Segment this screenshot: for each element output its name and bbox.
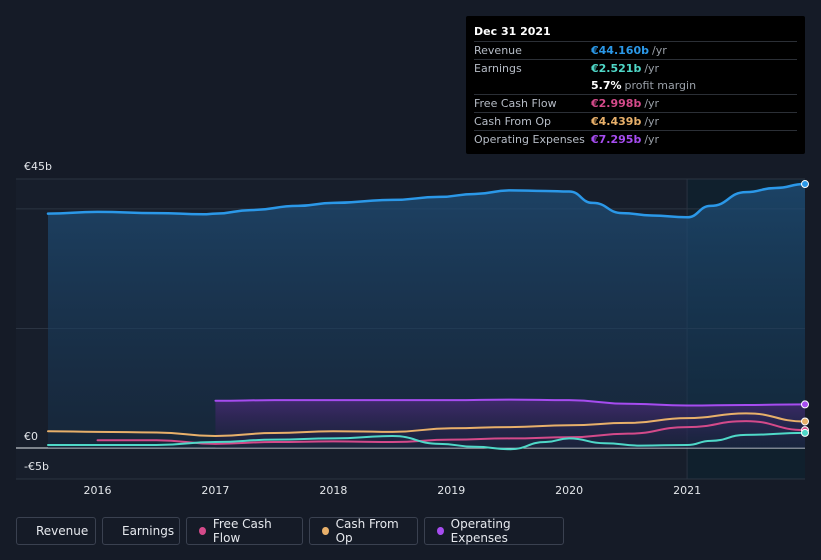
legend-dot-icon [199,527,206,535]
legend-item-cash-from-op[interactable]: Cash From Op [309,517,418,545]
tooltip-row-value: €4.439b [591,115,642,128]
x-tick-label: 2017 [201,484,229,497]
x-tick-label: 2020 [555,484,583,497]
earnings-line [47,431,806,451]
tooltip-row-label: Earnings [474,62,522,75]
legend-dot-icon [322,527,329,535]
tooltip-row-value: €7.295b [591,133,642,146]
revenue-line [46,182,807,219]
earnings-end-point [801,428,809,437]
legend-label: Revenue [36,524,89,538]
operating-expenses-area [215,399,805,448]
legend-label: Cash From Op [335,517,399,545]
legend-item-revenue[interactable]: Revenue [16,517,96,545]
x-tick-label: 2021 [673,484,701,497]
x-tick-label: 2019 [437,484,465,497]
tooltip-row-label: Revenue [474,44,522,57]
legend-item-earnings[interactable]: Earnings [102,517,180,545]
free-cash-flow-line [96,420,806,445]
tooltip-date: Dec 31 2021 [474,25,551,38]
legend-dot-icon [437,527,444,535]
cash-from-op-end-point [801,417,809,426]
x-tick-label: 2016 [84,484,112,497]
tooltip-row-unit: /yr [651,44,667,57]
tooltip-row-value: €2.998b [591,97,642,110]
legend-label: Free Cash Flow [212,517,272,545]
tooltip-row-unit: /yr [644,62,660,75]
tooltip-row-unit: /yr [644,115,660,128]
tooltip-row-value: 5.7% [591,79,622,92]
tooltip: Dec 31 2021 Revenue €44.160b/yr Earnings €2… [466,16,805,154]
tooltip-row-unit: /yr [644,97,660,110]
tooltip-row: Earnings €2.521b/yr [474,59,797,77]
tooltip-row-label: Operating Expenses [474,133,585,146]
tooltip-row-value: €44.160b [591,44,649,57]
revenue-end-point [801,180,809,189]
tooltip-row: Cash From Op €4.439b/yr [474,112,797,130]
operating-expenses-end-point [801,400,809,409]
operating-expenses-line [214,398,806,407]
y-axis-label: €0 [24,430,38,443]
tooltip-row-label: Free Cash Flow [474,97,557,110]
tooltip-row: Operating Expenses €7.295b/yr [474,130,797,148]
legend-label: Operating Expenses [450,517,511,545]
legend-item-operating-expenses[interactable]: Operating Expenses [424,517,564,545]
tooltip-row-unit: profit margin [624,79,697,92]
legend-label: Earnings [122,524,175,538]
tooltip-row: Revenue €44.160b/yr [474,41,797,59]
y-axis-label: -€5b [24,460,49,473]
cash-from-op-line [47,412,806,438]
tooltip-row: Free Cash Flow €2.998b/yr [474,94,797,112]
legend-item-free-cash-flow[interactable]: Free Cash Flow [186,517,303,545]
y-axis-label: €45b [24,160,52,173]
tooltip-row-value: €2.521b [591,62,642,75]
tooltip-row-label: Cash From Op [474,115,552,128]
tooltip-row-unit: /yr [644,133,660,146]
tooltip-row-label [474,77,591,94]
tooltip-row: 5.7% profit margin [474,77,797,94]
revenue-area [48,184,805,448]
x-tick-label: 2018 [319,484,347,497]
